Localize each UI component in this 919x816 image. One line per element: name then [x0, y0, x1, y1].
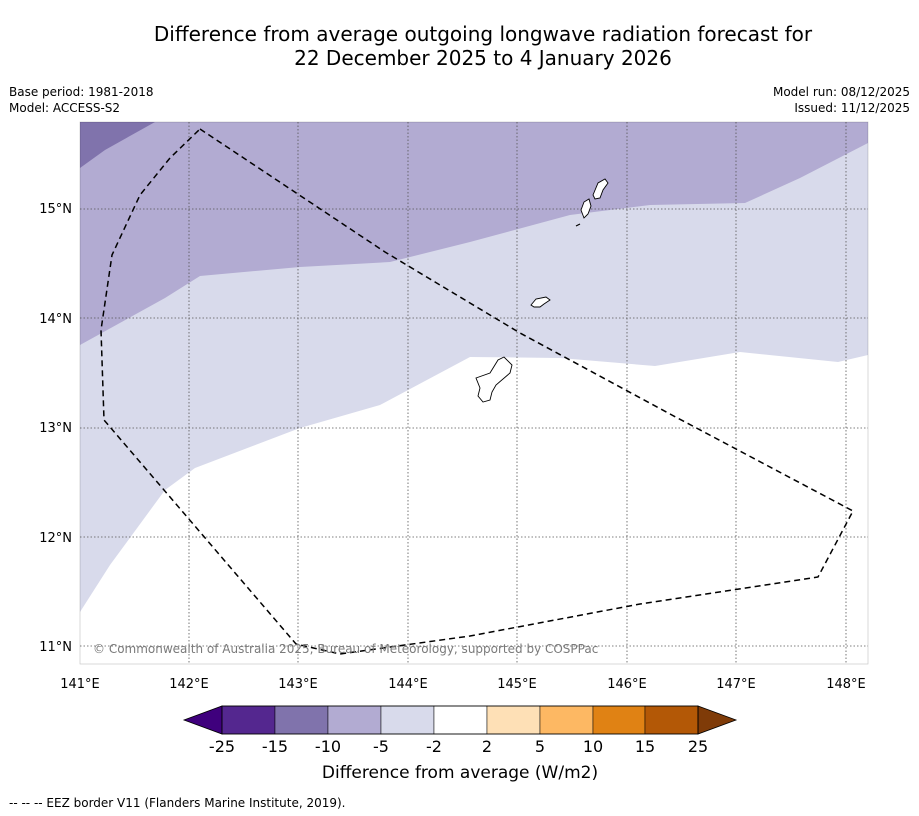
rota-island — [530, 296, 551, 308]
x-tick-148e: 148°E — [826, 677, 866, 692]
colorbar-tick-7: 5 — [535, 737, 545, 756]
colorbar-bin-4 — [380, 705, 435, 735]
title-line-1: Difference from average outgoing longwav… — [153, 22, 813, 46]
colorbar-tick-2: -15 — [262, 737, 288, 756]
issued-date: Issued: 11/12/2025 — [794, 101, 910, 115]
map-title: Difference from average outgoing longwav… — [0, 22, 919, 70]
base-period: Base period: 1981-2018 — [9, 85, 154, 99]
y-tick-12n: 12°N — [39, 531, 72, 546]
colorbar-extend-high — [697, 705, 738, 735]
colorbar-tick-3: -10 — [315, 737, 341, 756]
colorbar-bin-1 — [221, 705, 276, 735]
colorbar-tick-4: -5 — [373, 737, 389, 756]
x-tick-143e: 143°E — [278, 677, 318, 692]
map-panel — [80, 122, 868, 664]
colorbar-bin-6 — [486, 705, 541, 735]
colorbar-bin-7 — [539, 705, 594, 735]
colorbar-outline — [221, 705, 699, 735]
colorbar — [182, 705, 738, 735]
colorbar-tick-10: 25 — [688, 737, 708, 756]
colorbar-tick-9: 15 — [635, 737, 655, 756]
title-line-2: 22 December 2025 to 4 January 2026 — [294, 46, 672, 70]
colorbar-bin-5 — [433, 705, 488, 735]
y-tick-11n: 11°N — [39, 640, 72, 655]
y-tick-15n: 15°N — [39, 202, 72, 217]
colorbar-tick-5: -2 — [426, 737, 442, 756]
map-frame — [79, 121, 869, 665]
islands — [475, 178, 609, 403]
eez-border — [100, 128, 855, 655]
aguijan-islet — [575, 223, 581, 227]
colorbar-label: Difference from average (W/m2) — [322, 763, 598, 783]
anomaly-band-minus10-to-minus15 — [80, 122, 155, 168]
model-name: Model: ACCESS-S2 — [9, 101, 121, 115]
y-axis-labels: 15°N 14°N 13°N 12°N 11°N — [39, 202, 72, 655]
x-tick-142e: 142°E — [169, 677, 209, 692]
x-tick-145e: 145°E — [497, 677, 537, 692]
meta-right: Model run: 08/12/2025 Issued: 11/12/2025 — [773, 84, 910, 116]
saipan-island — [592, 178, 609, 200]
guam-island — [475, 356, 513, 403]
x-axis-labels: 141°E 142°E 143°E 144°E 145°E 146°E 147°… — [60, 677, 866, 692]
y-tick-14n: 14°N — [39, 312, 72, 327]
anomaly-band-minus5-to-minus10 — [80, 122, 868, 345]
model-run: Model run: 08/12/2025 — [772, 85, 910, 99]
x-tick-141e: 141°E — [60, 677, 100, 692]
copyright-note: © Commonwealth of Australia 2025, Bureau… — [93, 642, 598, 656]
colorbar-bin-9 — [644, 705, 699, 735]
x-tick-146e: 146°E — [607, 677, 647, 692]
colorbar-bin-8 — [592, 705, 646, 735]
x-tick-147e: 147°E — [716, 677, 756, 692]
colorbar-bin-3 — [327, 705, 382, 735]
y-tick-13n: 13°N — [39, 421, 72, 436]
colorbar-bin-2 — [274, 705, 329, 735]
eez-legend-note: -- -- -- EEZ border V11 (Flanders Marine… — [9, 796, 346, 810]
x-tick-144e: 144°E — [388, 677, 428, 692]
colorbar-tick-6: 2 — [482, 737, 492, 756]
colorbar-tick-8: 10 — [583, 737, 603, 756]
colorbar-tick-labels: -25 -15 -10 -5 -2 2 5 10 15 25 — [209, 737, 708, 756]
colorbar-extend-low — [182, 705, 223, 735]
gridlines — [80, 122, 868, 664]
tinian-island — [580, 198, 592, 219]
meta-left: Base period: 1981-2018 Model: ACCESS-S2 — [9, 84, 154, 116]
colorbar-tick-1: -25 — [209, 737, 235, 756]
